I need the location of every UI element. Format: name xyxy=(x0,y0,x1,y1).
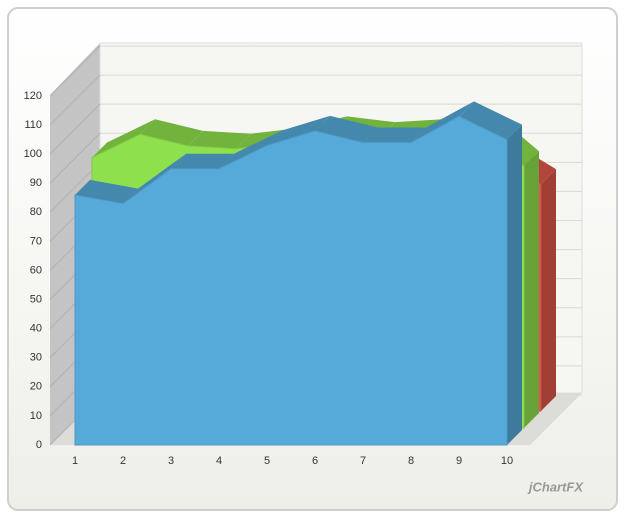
x-tick-label: 3 xyxy=(168,455,174,467)
y-tick-label: 70 xyxy=(30,235,42,247)
y-tick-label: 60 xyxy=(30,264,42,276)
area-top xyxy=(123,153,186,204)
x-tick-label: 4 xyxy=(216,455,222,467)
y-tick-label: 0 xyxy=(36,439,42,451)
grid-line xyxy=(49,45,101,97)
area-top xyxy=(459,101,522,140)
y-tick-label: 80 xyxy=(30,206,42,218)
grid-line xyxy=(49,74,101,126)
y-tick-label: 120 xyxy=(24,90,42,102)
area-side xyxy=(524,151,539,428)
area xyxy=(74,115,508,446)
area-top xyxy=(219,130,282,169)
y-tick-label: 100 xyxy=(24,148,42,160)
x-tick-label: 6 xyxy=(312,455,318,467)
area-side xyxy=(541,169,556,411)
x-tick-label: 2 xyxy=(120,455,126,467)
area-top xyxy=(188,130,251,149)
x-tick-label: 9 xyxy=(456,455,462,467)
y-tick-label: 110 xyxy=(24,119,42,131)
area-top xyxy=(140,119,203,146)
y-tick-label: 50 xyxy=(30,293,42,305)
watermark: jChartFX xyxy=(527,479,585,494)
x-tick-label: 7 xyxy=(360,455,366,467)
x-tick-label: 8 xyxy=(408,455,414,467)
area-top xyxy=(92,119,155,158)
y-tick-label: 40 xyxy=(30,323,42,335)
grid-line xyxy=(49,132,101,184)
x-tick-label: 5 xyxy=(264,455,270,467)
y-tick-label: 20 xyxy=(30,381,42,393)
grid-line xyxy=(49,103,101,155)
area-top xyxy=(363,127,426,143)
area-top xyxy=(171,153,234,169)
x-tick-label: 1 xyxy=(72,455,78,467)
area-side xyxy=(507,124,522,445)
area-top xyxy=(267,115,330,146)
x-tick-label: 10 xyxy=(501,455,513,467)
area-top xyxy=(315,115,378,143)
y-tick-label: 90 xyxy=(30,177,42,189)
y-tick-label: 10 xyxy=(30,410,42,422)
area-top xyxy=(411,101,474,143)
y-tick-label: 30 xyxy=(30,352,42,364)
